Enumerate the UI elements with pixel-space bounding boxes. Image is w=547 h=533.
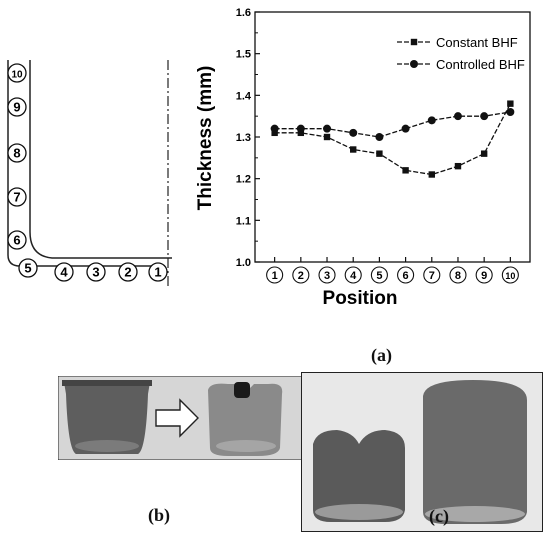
point-1-2	[297, 129, 305, 137]
schematic-position-label: 3	[92, 265, 99, 280]
panel-label-b: (b)	[148, 505, 170, 525]
point-2-6	[401, 124, 410, 133]
point-1-6	[402, 167, 409, 174]
cup-constant-bhf	[313, 430, 405, 522]
point-2-8	[453, 112, 462, 121]
legend-entry-2: Controlled BHF	[397, 57, 525, 72]
legend-marker-square	[410, 38, 418, 46]
part-profile-inner	[7, 60, 165, 267]
point-1-7	[428, 171, 435, 178]
panel-label-c: (c)	[429, 506, 449, 527]
legend-marker-circle	[410, 60, 418, 68]
point-2-3	[323, 124, 332, 133]
point-2-9	[480, 112, 489, 121]
point-1-1	[271, 129, 278, 137]
part-schematic: 1 2 3 4 56 7 8 9 10	[7, 60, 172, 288]
part-profile-outer	[29, 60, 172, 259]
y-tick-label: 1.3	[236, 132, 251, 144]
cup-controlled-bhf	[423, 380, 527, 524]
point-2-7	[427, 116, 436, 125]
schematic-position-label: 8	[13, 146, 20, 161]
x-tick-circle	[475, 266, 493, 284]
schematic-position-9: 9	[7, 97, 27, 117]
panel-label-a: (a)	[371, 345, 392, 365]
legend-label: Constant BHF	[436, 35, 518, 50]
x-tick-label: 5	[376, 270, 382, 282]
y-tick-label: 1.1	[236, 215, 251, 227]
x-tick-circle	[266, 266, 284, 284]
photo-b	[58, 376, 324, 460]
x-tick-label: 8	[455, 270, 461, 282]
schematic-position-3: 3	[86, 262, 106, 282]
point-1-10	[507, 100, 514, 107]
thickness-chart: Thickness (mm) Position 1.0 1.1 1.2 1.3 1.4 1…	[195, 7, 531, 309]
cup-after-drawing	[208, 382, 283, 456]
y-tick-label: 1.4	[236, 90, 252, 102]
x-tick-circle	[423, 266, 441, 284]
schematic-position-label: 10	[11, 70, 23, 81]
schematic-position-6: 6	[7, 230, 27, 250]
point-1-5	[376, 150, 383, 157]
series-line-1	[274, 103, 511, 176]
schematic-position-label: 5	[24, 261, 31, 276]
x-tick-label: 4	[350, 270, 357, 282]
schematic-position-8: 8	[7, 143, 27, 163]
point-2-2	[296, 124, 305, 133]
y-tick-label: 1.5	[236, 49, 251, 61]
photo-c: (c)	[301, 372, 543, 532]
y-tick-label: 1.2	[236, 174, 251, 186]
schematic-position-5: 5	[18, 258, 38, 278]
x-tick-circle	[449, 266, 467, 284]
x-tick-circle	[397, 266, 415, 284]
x-tick-circle	[501, 266, 519, 284]
y-tick-label: 1.0	[236, 257, 251, 269]
x-tick-circle	[318, 266, 336, 284]
point-2-4	[349, 128, 358, 137]
x-tick-label: 10	[505, 271, 515, 281]
schematic-position-label: 7	[13, 190, 20, 205]
schematic-position-label: 4	[60, 265, 68, 280]
schematic-position-4: 4	[54, 262, 74, 282]
x-tick-label: 2	[298, 270, 304, 282]
y-tick-label: 1.6	[236, 7, 251, 19]
schematic-position-7: 7	[7, 187, 27, 207]
schematic-position-label: 9	[13, 100, 20, 115]
x-axis-label: Position	[323, 288, 398, 309]
cup-before-drawing	[62, 380, 152, 454]
point-1-3	[323, 133, 331, 141]
point-1-4	[350, 146, 357, 153]
x-tick-label: 6	[403, 270, 409, 282]
x-tick-label: 7	[429, 270, 435, 282]
point-2-5	[375, 133, 384, 141]
point-2-10	[506, 108, 515, 116]
schematic-position-10: 10	[7, 63, 27, 83]
process-arrow-icon	[155, 398, 199, 438]
schematic-position-1: 1	[148, 262, 168, 282]
x-tick-label: 1	[272, 270, 278, 282]
x-tick-circle	[344, 266, 362, 284]
schematic-position-label: 1	[154, 265, 161, 280]
point-1-8	[454, 162, 462, 170]
x-tick-label: 9	[481, 270, 487, 282]
schematic-position-2: 2	[118, 262, 138, 282]
schematic-position-label: 2	[124, 265, 131, 280]
x-tick-label: 3	[324, 270, 330, 282]
legend-entry-1: Constant BHF	[397, 35, 518, 50]
point-2-1	[270, 124, 279, 133]
x-tick-circle	[292, 266, 310, 284]
series-line-2	[274, 111, 511, 138]
x-tick-circle	[370, 266, 388, 284]
point-1-9	[480, 150, 488, 157]
schematic-position-label: 6	[13, 233, 20, 248]
y-axis-label: Thickness (mm)	[195, 66, 216, 211]
legend-label: Controlled BHF	[436, 57, 525, 72]
